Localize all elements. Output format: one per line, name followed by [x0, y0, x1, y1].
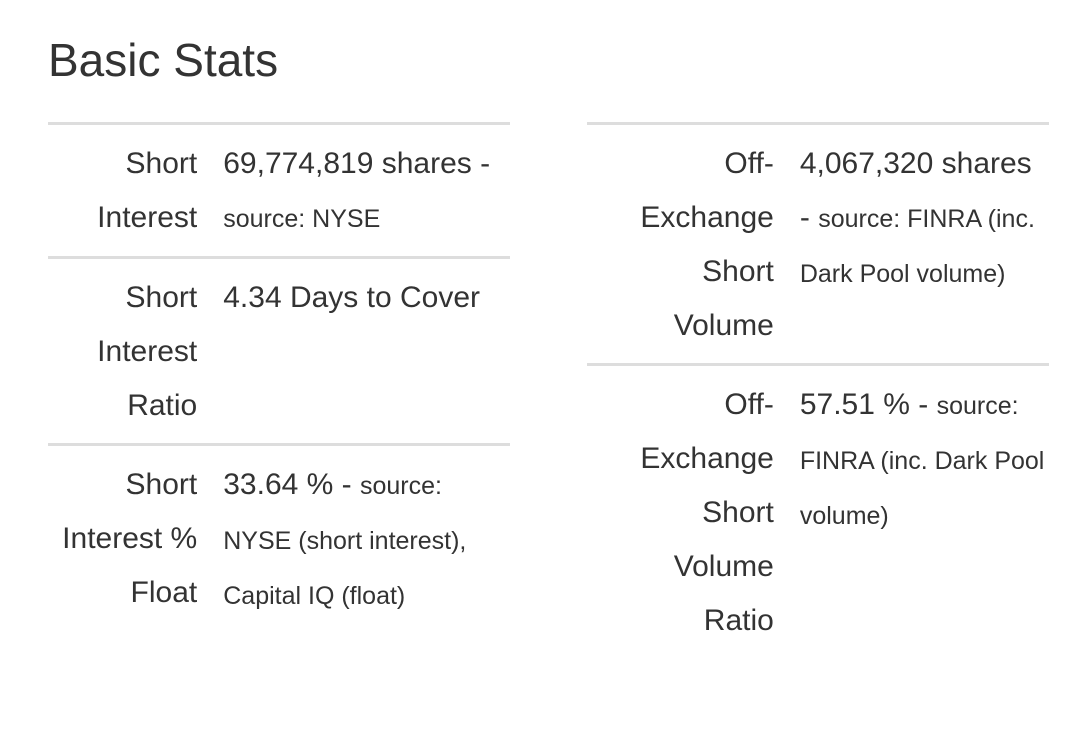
stat-source: source: NYSE (short interest), Capital I…: [223, 472, 467, 610]
page-title: Basic Stats: [48, 34, 279, 86]
stat-label: Off-Exchange Short Volume: [587, 122, 775, 365]
stat-row: Short Interest Ratio 4.34 Days to Cover: [48, 256, 510, 445]
stat-value: 33.64 % -: [223, 468, 352, 501]
stat-value: 69,774,819 shares -: [223, 147, 491, 180]
stats-table: Short Interest 69,774,819 shares - source…: [48, 122, 510, 633]
stat-label: Short Interest % Float: [48, 443, 199, 633]
stat-source: source: FINRA (inc. Dark Pool volume): [799, 392, 1045, 530]
stat-value-cell: 33.64 % - source: NYSE (short interest),…: [198, 443, 510, 633]
stat-value-cell: 4.34 Days to Cover: [198, 256, 510, 445]
stat-source: source: FINRA (inc. Dark Pool volume): [799, 205, 1035, 288]
table-body: Short Interest 69,774,819 shares - source…: [48, 122, 510, 633]
stats-table: Off-Exchange Short Volume 4,067,320 share…: [587, 122, 1049, 658]
stat-label: Short Interest Ratio: [48, 256, 199, 445]
stat-source: source: NYSE: [223, 205, 381, 233]
stat-row: Short Interest 69,774,819 shares - source…: [48, 122, 510, 258]
stat-value-cell: 69,774,819 shares - source: NYSE: [198, 122, 510, 258]
table-body: Off-Exchange Short Volume 4,067,320 share…: [587, 122, 1049, 658]
stat-value-cell: 4,067,320 shares - source: FINRA (inc. D…: [774, 122, 1049, 365]
stat-value: 57.51 % -: [799, 388, 929, 421]
stat-value: 4.34 Days to Cover: [223, 281, 481, 314]
stat-value-cell: 57.51 % - source: FINRA (inc. Dark Pool …: [774, 363, 1049, 658]
stat-label: Off-Exchange Short Volume Ratio: [587, 363, 775, 658]
stat-row: Off-Exchange Short Volume 4,067,320 share…: [587, 122, 1049, 365]
stat-row: Off-Exchange Short Volume Ratio 57.51 % -…: [587, 363, 1049, 658]
stat-value: 4,067,320 shares -: [799, 147, 1032, 234]
stat-row: Short Interest % Float 33.64 % - source: …: [48, 443, 510, 633]
stat-label: Short Interest: [48, 122, 199, 258]
